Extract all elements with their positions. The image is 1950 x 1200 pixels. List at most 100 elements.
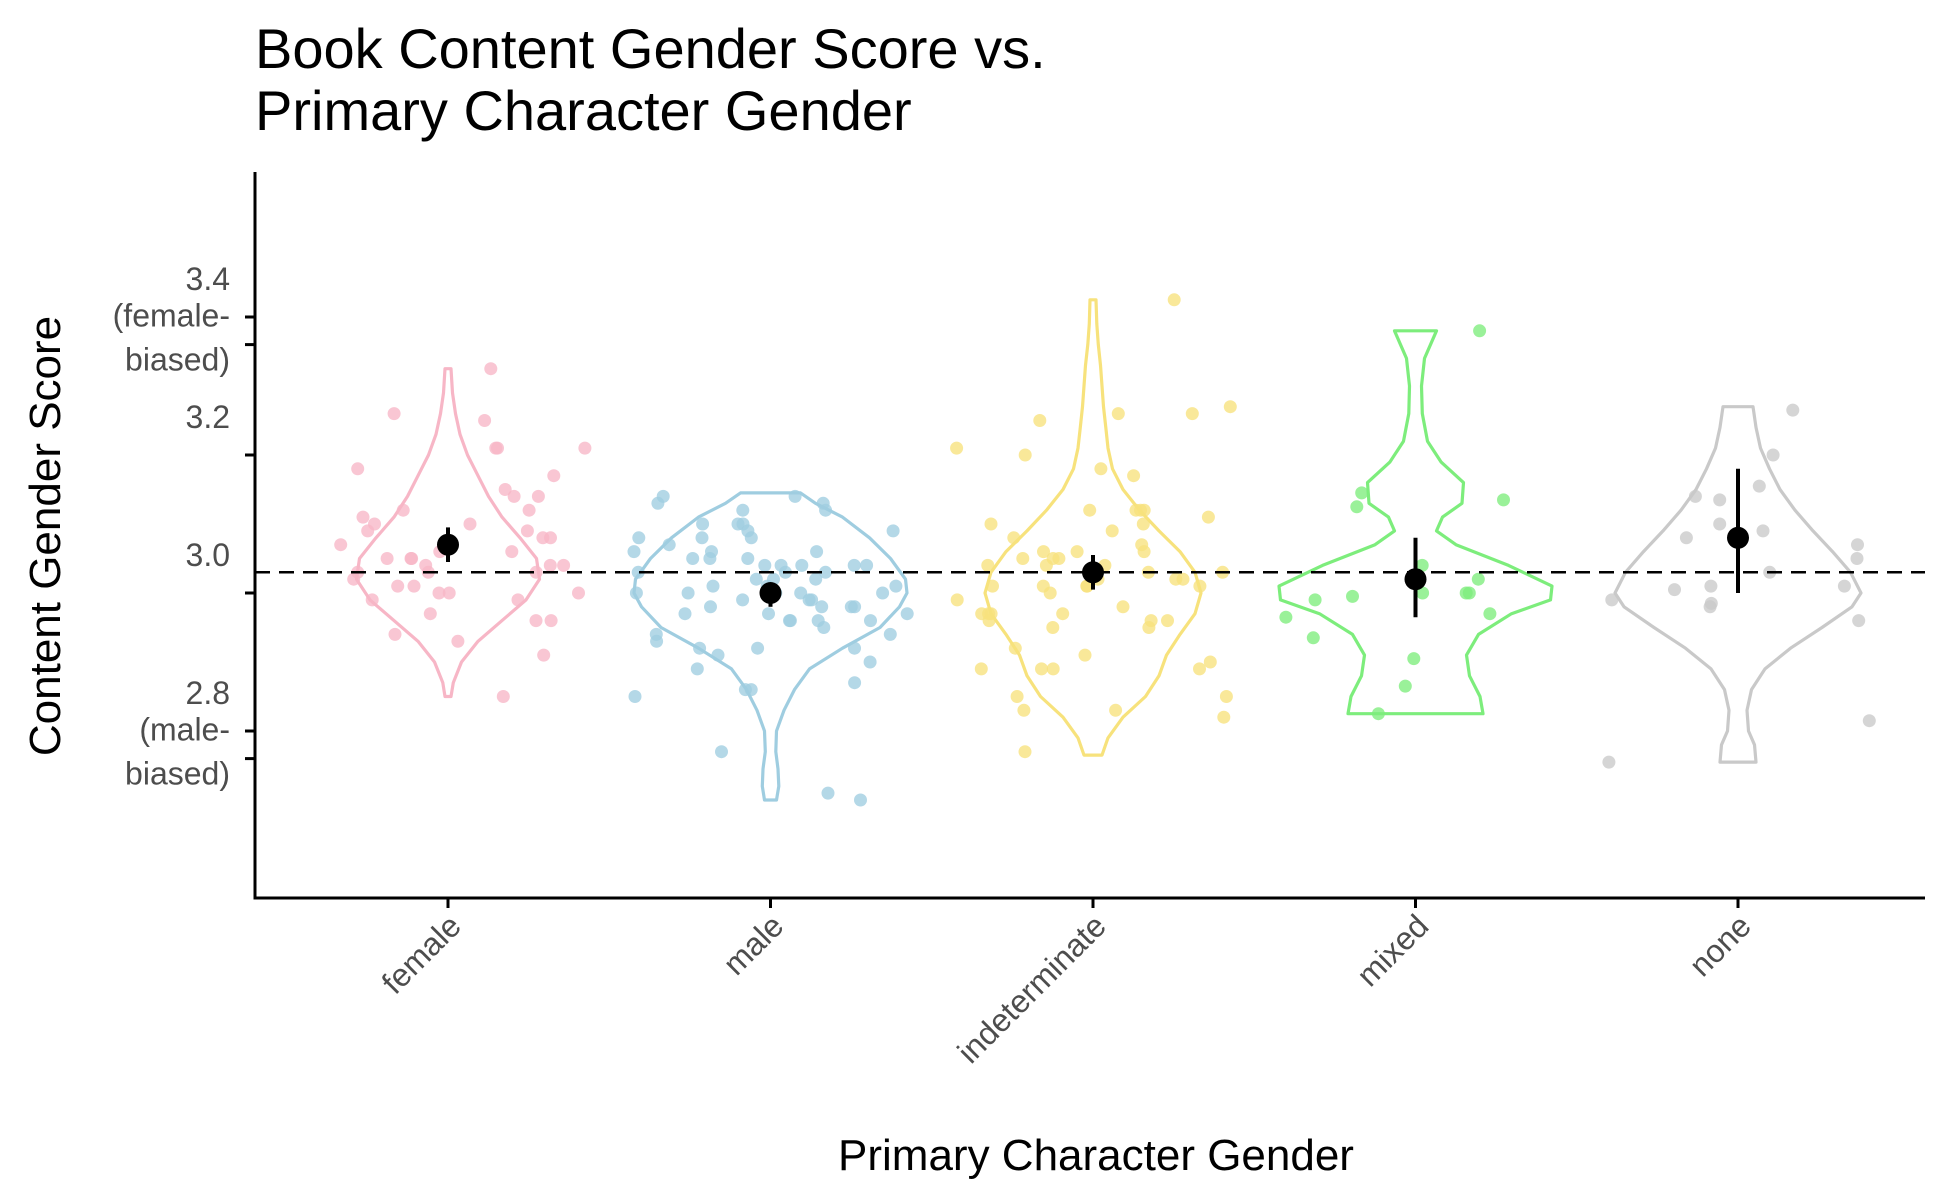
data-point-mixed (1350, 500, 1364, 514)
data-point-indeterminate (1169, 572, 1183, 586)
data-point-indeterminate (1142, 621, 1156, 634)
data-point-female (507, 489, 521, 503)
data-point-female (387, 407, 401, 421)
y-axis-title: Content Gender Score (21, 316, 70, 756)
data-point-female (498, 483, 512, 496)
data-point-male (900, 607, 914, 621)
data-point-male (704, 600, 717, 614)
data-point-male (810, 545, 824, 559)
data-point-male (628, 690, 642, 703)
data-point-indeterminate (1018, 745, 1032, 759)
data-point-female (484, 362, 498, 376)
violin-female (354, 367, 542, 699)
data-point-mixed (1279, 610, 1293, 624)
data-point-male (860, 558, 874, 572)
data-point-female (529, 614, 543, 628)
data-point-female (405, 552, 419, 565)
data-point-female (505, 545, 519, 559)
y-annotation-label: biased) (125, 756, 230, 792)
mean-point-female (437, 533, 459, 556)
data-point-mixed (1416, 586, 1430, 600)
data-point-mixed (1407, 652, 1421, 666)
chart-title: Book Content Gender Score vs. Primary Ch… (255, 17, 1046, 142)
data-point-indeterminate (1203, 655, 1217, 669)
data-point-none (1679, 531, 1693, 545)
data-point-male (844, 600, 858, 614)
data-point-indeterminate (1094, 462, 1108, 476)
data-point-male (749, 572, 763, 586)
data-point-male (889, 579, 903, 593)
data-point-female (451, 634, 465, 648)
data-point-male (821, 786, 835, 800)
plot-area (255, 293, 1925, 807)
data-point-mixed (1306, 631, 1320, 645)
data-point-mixed (1415, 558, 1429, 572)
data-point-male (690, 662, 704, 676)
data-point-mixed (1355, 486, 1369, 500)
data-point-female (407, 579, 421, 593)
data-point-male (805, 593, 819, 607)
data-point-male (819, 565, 832, 579)
data-point-indeterminate (1161, 614, 1174, 628)
y-annotation-label: (female- (113, 298, 230, 334)
data-point-male (886, 524, 900, 538)
data-point-indeterminate (1016, 552, 1030, 565)
data-point-female (537, 648, 551, 662)
data-point-indeterminate (1137, 545, 1151, 559)
data-point-male (809, 572, 823, 586)
data-point-indeterminate (1201, 510, 1215, 524)
data-point-female (388, 627, 402, 641)
x-tick-label-mixed: mixed (1350, 907, 1436, 993)
data-point-male (854, 793, 867, 807)
x-tick-label-male: male (716, 907, 791, 982)
data-point-male (632, 531, 646, 545)
data-point-male (795, 558, 809, 572)
x-tick-label-indeterminate: indeterminate (950, 907, 1113, 1070)
data-point-indeterminate (1217, 710, 1231, 724)
data-point-indeterminate (1185, 407, 1199, 421)
data-point-indeterminate (1111, 407, 1125, 421)
data-point-female (536, 531, 550, 545)
data-point-mixed (1471, 572, 1485, 586)
data-point-male (686, 552, 700, 565)
data-point-indeterminate (1037, 545, 1050, 559)
data-point-male (744, 531, 758, 545)
data-point-indeterminate (1035, 662, 1048, 676)
data-point-none (1703, 600, 1717, 614)
data-point-female (557, 558, 571, 572)
y-tick-label: 2.8 (186, 675, 230, 711)
data-point-male (864, 614, 877, 628)
data-point-male (863, 655, 877, 669)
data-point-female (543, 558, 557, 572)
x-axis-title: Primary Character Gender (838, 1131, 1354, 1180)
data-point-male (762, 607, 775, 621)
data-point-indeterminate (1105, 524, 1119, 538)
data-point-indeterminate (981, 558, 995, 572)
data-point-female (522, 503, 536, 517)
data-point-none (1605, 593, 1619, 607)
data-point-female (356, 510, 370, 524)
data-point-female (334, 538, 348, 552)
data-point-indeterminate (1056, 607, 1070, 621)
data-point-male (815, 600, 829, 614)
data-point-male (783, 614, 797, 628)
data-point-indeterminate (984, 517, 998, 531)
data-point-male (715, 745, 728, 759)
data-point-female (478, 414, 492, 427)
data-point-indeterminate (1129, 503, 1143, 517)
data-point-none (1851, 538, 1864, 552)
data-point-none (1713, 493, 1727, 507)
data-point-indeterminate (1033, 414, 1047, 427)
axes: 2.8 3.0 3.2 3.4(female-biased) (male-biased)… (113, 172, 1925, 1070)
data-point-none (1668, 583, 1681, 597)
y-annotation-label: (male- (139, 712, 230, 748)
data-point-male (876, 586, 890, 600)
data-point-none (1752, 479, 1766, 493)
data-point-male (696, 517, 710, 531)
data-point-indeterminate (1109, 703, 1123, 717)
data-point-indeterminate (1052, 552, 1066, 565)
data-point-mixed (1459, 586, 1473, 600)
data-point-none (1756, 524, 1770, 538)
data-point-male (758, 558, 772, 572)
data-point-indeterminate (1043, 586, 1057, 600)
